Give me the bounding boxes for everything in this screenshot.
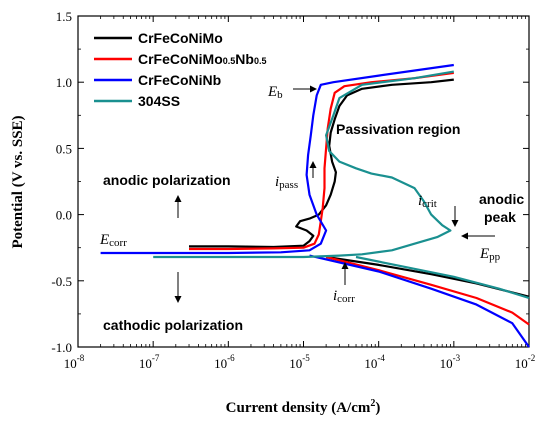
cathodic-branch-line bbox=[325, 255, 530, 326]
annotations: Eb Passivation region anodic polarizatio… bbox=[99, 84, 524, 333]
cathodic-branch-line bbox=[309, 254, 530, 348]
series-line bbox=[153, 70, 454, 259]
passivation-region-label: Passivation region bbox=[336, 121, 460, 137]
y-tick-label: 1.5 bbox=[56, 9, 72, 24]
y-axis-title: Potential (V vs. SSE) bbox=[10, 115, 26, 248]
x-tick-label: 10-8 bbox=[64, 353, 85, 371]
ecorr-label: Ecorr bbox=[99, 232, 127, 249]
y-tick-label: 1.0 bbox=[56, 75, 72, 90]
legend-label: CrFeCoNiMo bbox=[138, 30, 223, 46]
legend-label: CrFeCoNiMo0.5Nb0.5 bbox=[138, 51, 266, 67]
x-tick-label: 10-7 bbox=[139, 353, 160, 371]
y-tick-label: 0.5 bbox=[56, 141, 72, 156]
x-tick-label: 10-4 bbox=[364, 353, 385, 371]
icorr-label: icorr bbox=[333, 288, 355, 305]
y-tick-label: -0.5 bbox=[51, 274, 72, 289]
x-tick-label: 10-6 bbox=[214, 353, 235, 371]
ticks-layer: 10-8 10-7 10-6 10-5 10-4 10-3 10-2 -1.0 -0.5 0.0 0… bbox=[51, 9, 535, 371]
y-tick-label: 0.0 bbox=[56, 208, 72, 223]
series-line bbox=[189, 78, 454, 249]
ipass-label: ipass bbox=[275, 174, 298, 191]
x-axis-title-sup: 2 bbox=[370, 398, 375, 409]
legend: CrFeCoNiMo CrFeCoNiMo0.5Nb0.5 CrFeCoNiNb 30… bbox=[94, 30, 266, 109]
anodic-peak-label-2: peak bbox=[484, 209, 516, 225]
x-tick-label: 10-5 bbox=[289, 353, 310, 371]
series-line bbox=[100, 63, 454, 255]
epp-label: Epp bbox=[479, 246, 501, 263]
y-tick-label: -1.0 bbox=[51, 340, 72, 355]
cathodic-polarization-label: cathodic polarization bbox=[103, 317, 243, 333]
x-axis-title-tail: ) bbox=[375, 400, 380, 416]
legend-label: CrFeCoNiNb bbox=[138, 72, 221, 88]
x-axis-title: Current density (A/cm2) bbox=[226, 398, 381, 416]
anodic-peak-label-1: anodic bbox=[479, 191, 524, 207]
icrit-label: icrit bbox=[418, 193, 437, 210]
eb-label: Eb bbox=[267, 84, 283, 101]
cathodic-branch-line bbox=[355, 255, 530, 300]
legend-label: 304SS bbox=[138, 93, 180, 109]
x-tick-label: 10-2 bbox=[515, 353, 536, 371]
series-line bbox=[189, 71, 454, 251]
x-tick-label: 10-3 bbox=[440, 353, 461, 371]
series-layer bbox=[100, 63, 530, 348]
anodic-polarization-label: anodic polarization bbox=[103, 172, 231, 188]
